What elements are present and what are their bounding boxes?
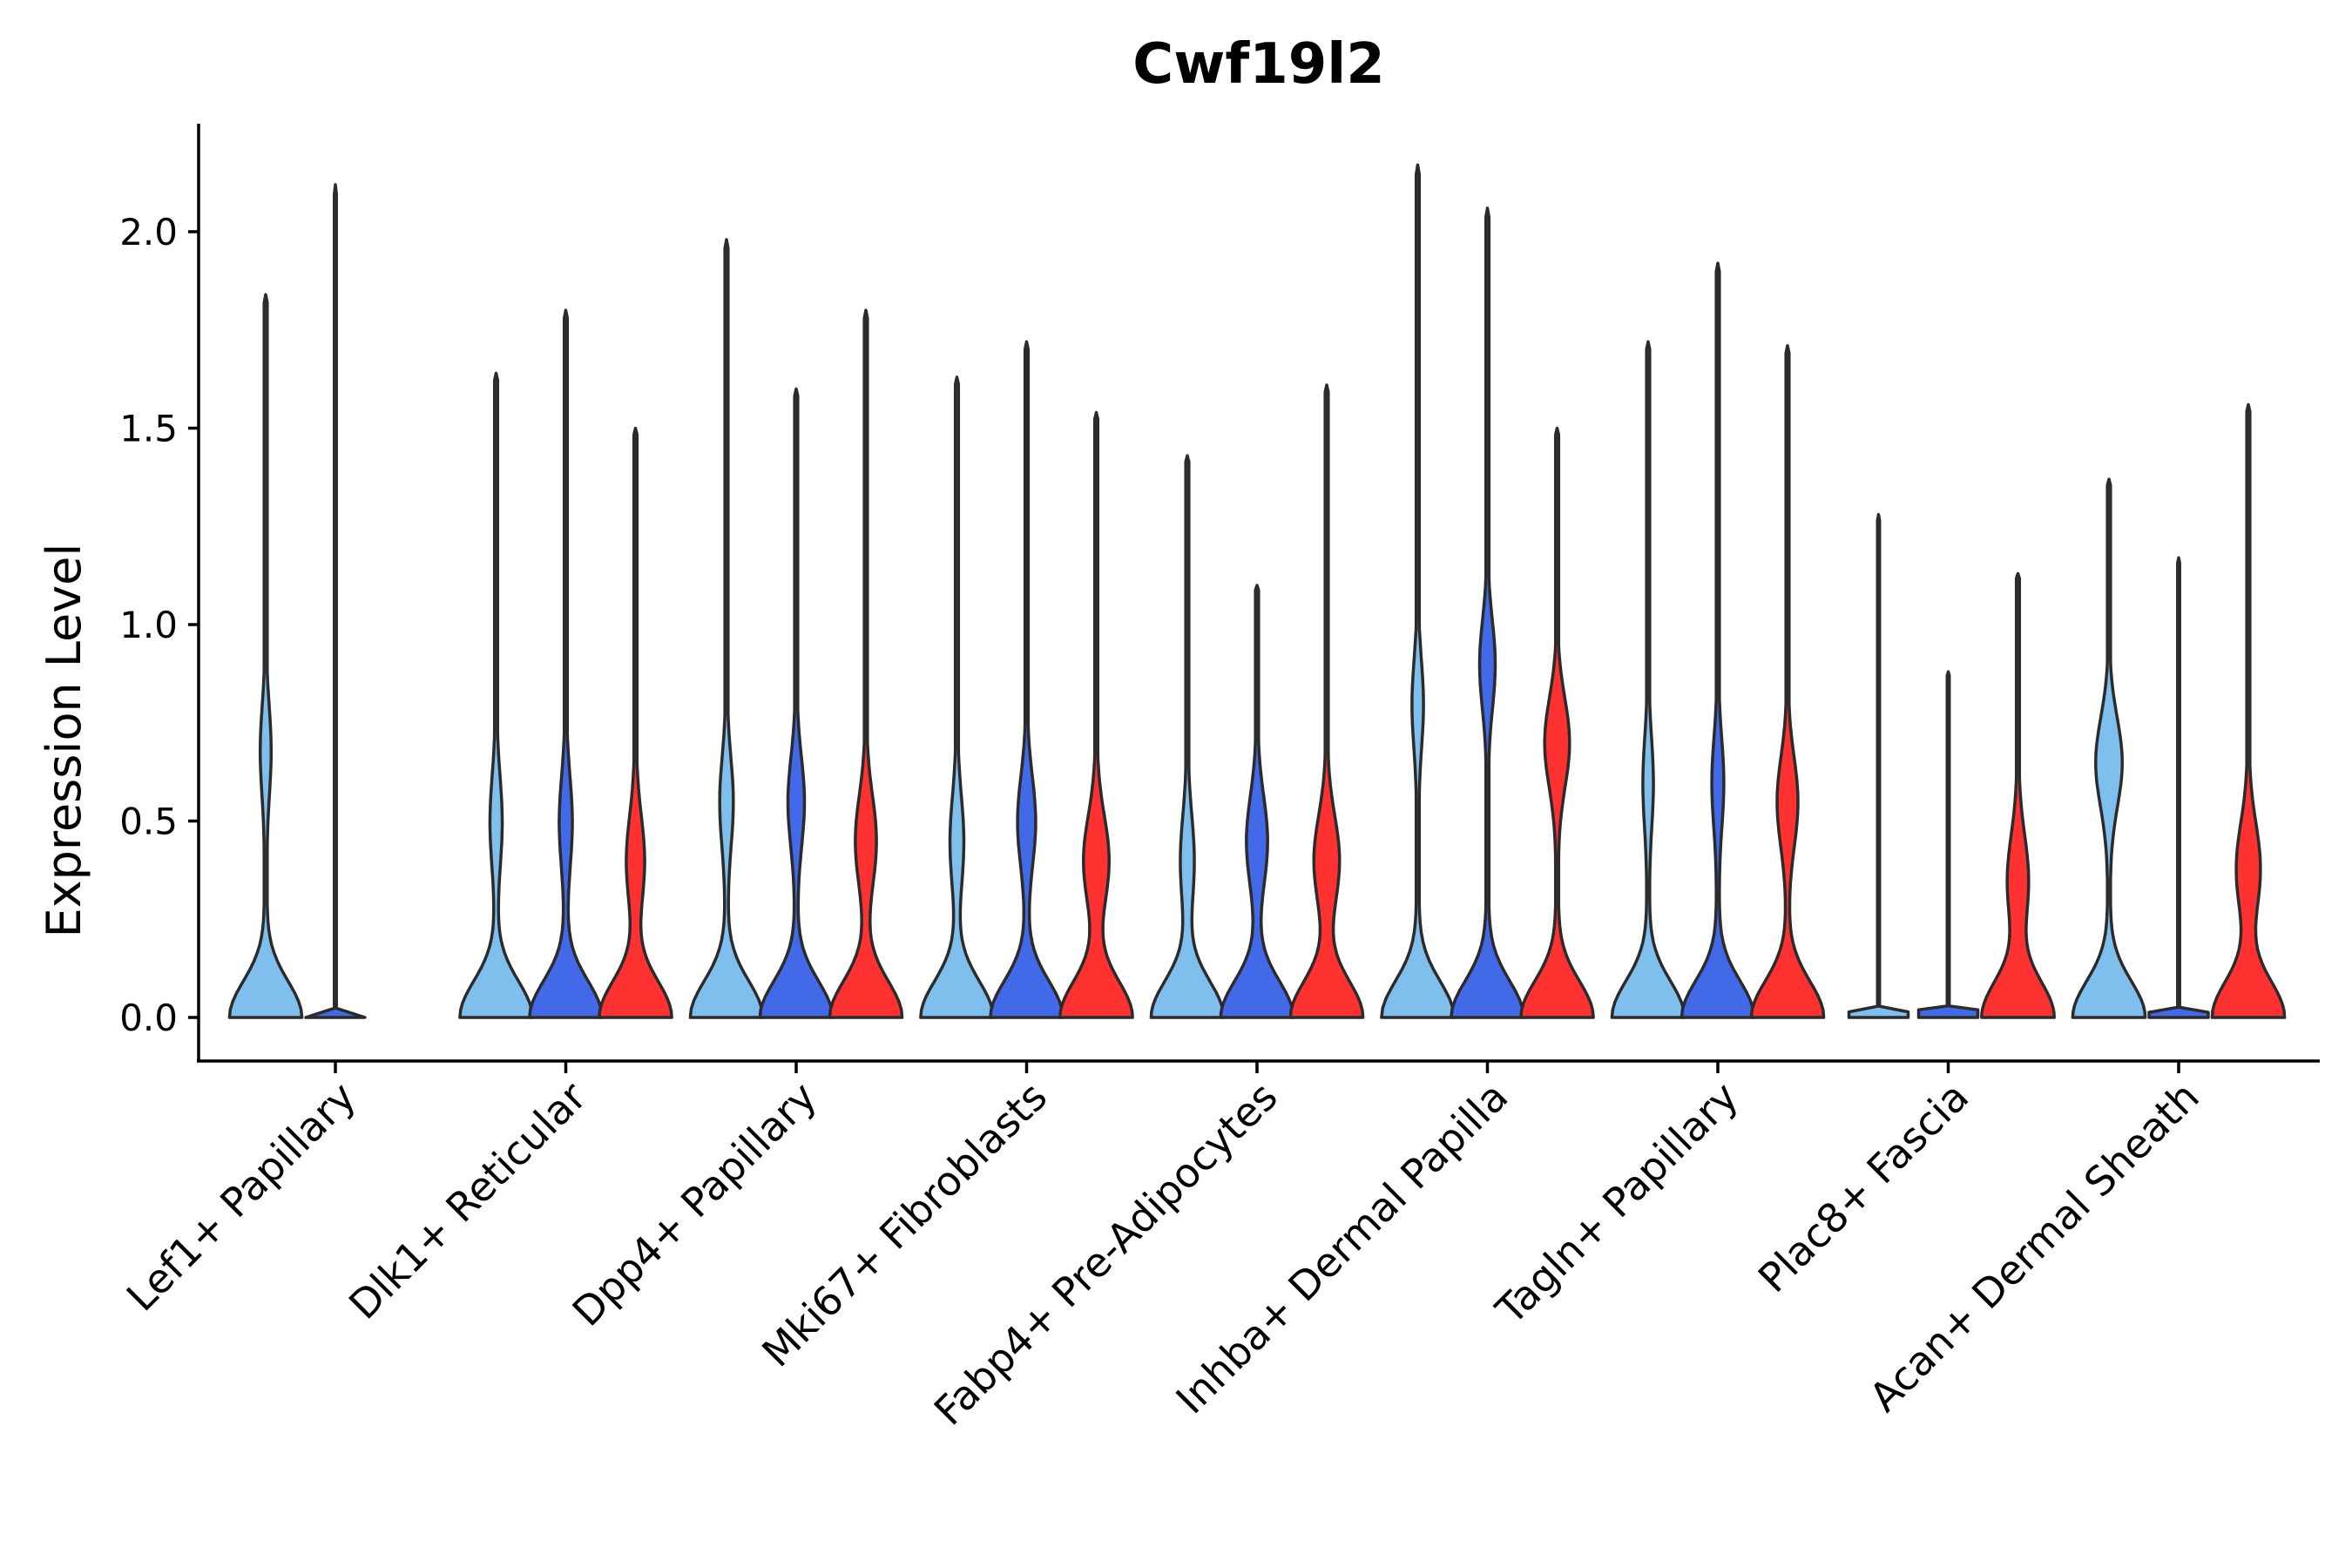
violin-3 [1288, 383, 1365, 1019]
violin-3 [1980, 571, 2056, 1019]
violin-1 [458, 371, 534, 1019]
violin-3 [1058, 410, 1134, 1019]
violin-3 [828, 308, 904, 1019]
violin-2 [1916, 670, 1980, 1019]
violins-layer [227, 163, 2287, 1019]
violin-1 [1149, 454, 1226, 1019]
category-label: Dpp4+ Papillary [564, 1073, 826, 1335]
violin-3 [1749, 344, 1826, 1019]
violin-2 [528, 308, 604, 1019]
y-axis-label: Expression Level [37, 544, 91, 938]
violin-2 [989, 340, 1064, 1019]
category-label: Lef1+ Papillary [118, 1073, 365, 1321]
violin-3 [1519, 426, 1595, 1019]
violin-2 [304, 183, 367, 1019]
violin-3 [2210, 402, 2287, 1019]
violin-1 [1847, 512, 1910, 1019]
category-label: Dlk1+ Reticular [340, 1073, 595, 1328]
violin-2 [758, 387, 835, 1019]
y-ticks: 0.0 0.5 1.0 1.5 2.0 [119, 211, 199, 1039]
y-tick-label: 0.5 [119, 801, 178, 843]
violin-1 [227, 293, 304, 1019]
violin-3 [598, 426, 673, 1019]
violin-2 [1680, 261, 1756, 1019]
violin-2 [1450, 206, 1525, 1019]
violin-1 [1380, 163, 1456, 1019]
violin-2 [1219, 584, 1295, 1019]
y-tick-label: 0.0 [119, 997, 178, 1039]
y-tick-label: 2.0 [119, 211, 178, 253]
violin-1 [919, 375, 995, 1019]
violin-2 [2147, 556, 2210, 1019]
violin-1 [2071, 477, 2147, 1019]
violin-1 [688, 238, 765, 1019]
y-tick-label: 1.0 [119, 604, 178, 646]
y-tick-label: 1.5 [119, 408, 178, 450]
chart-title: Cwf19l2 [1132, 32, 1384, 97]
violin-1 [1610, 340, 1686, 1019]
category-label: Tagln+ Papillary [1486, 1073, 1747, 1335]
category-label: Plac8+ Fascia [1749, 1073, 1977, 1301]
